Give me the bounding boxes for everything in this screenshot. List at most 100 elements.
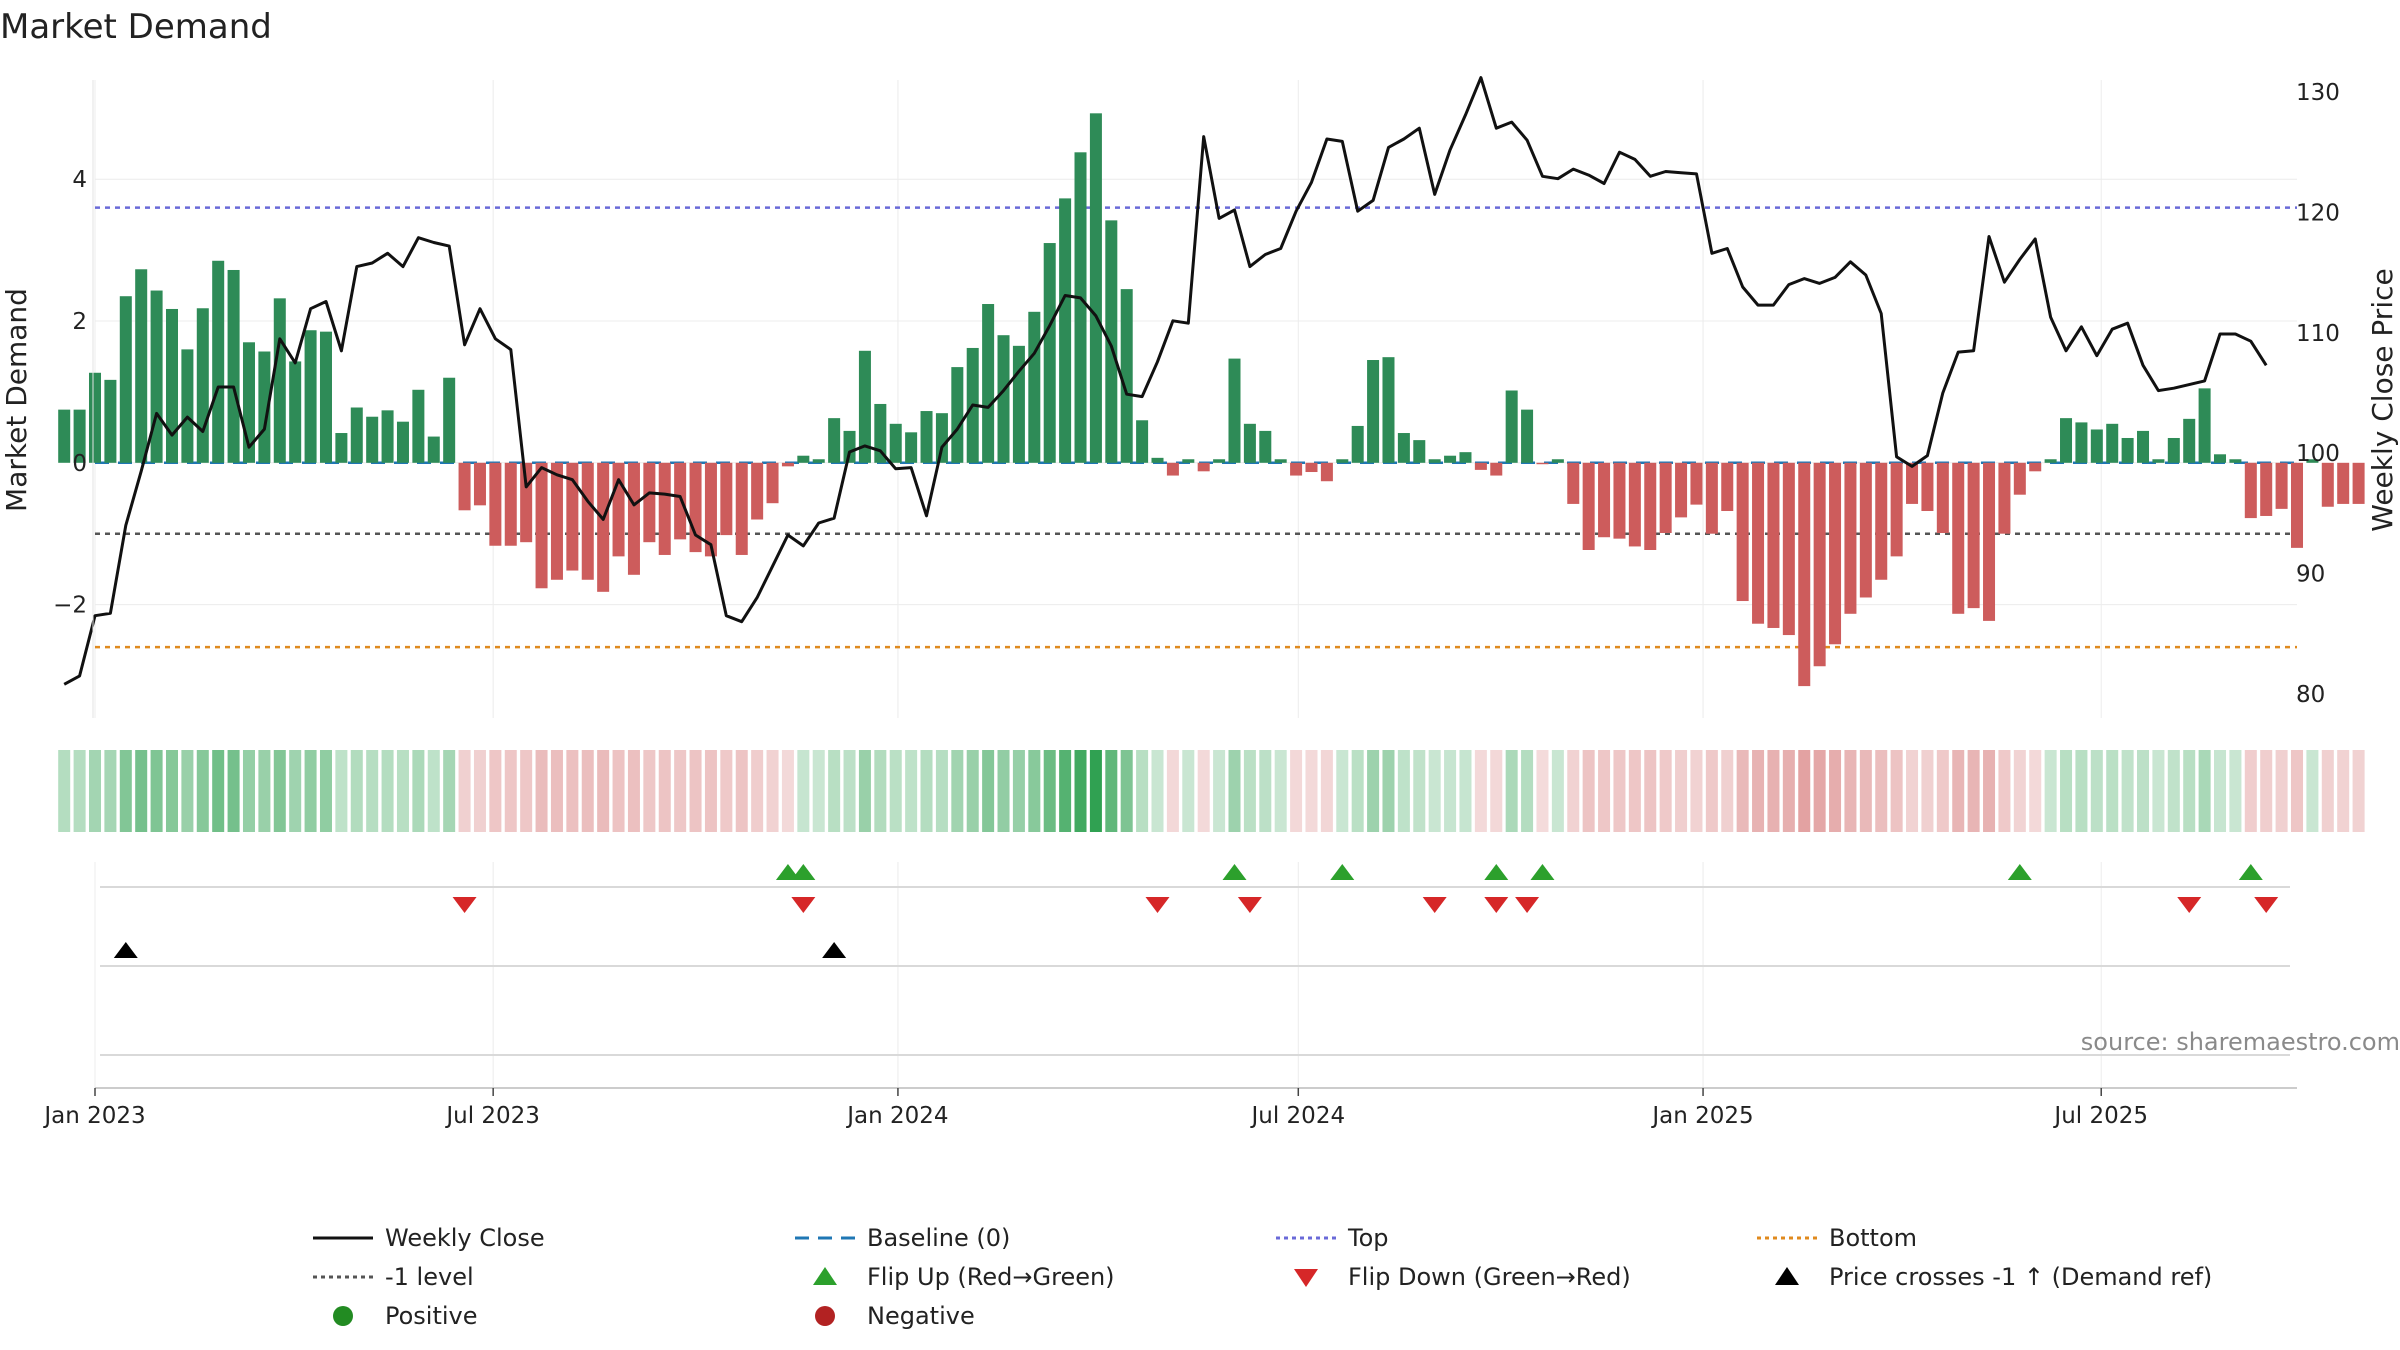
strip-cell bbox=[427, 750, 440, 832]
strip-cell bbox=[2152, 750, 2165, 832]
demand-bar bbox=[889, 423, 902, 463]
strip-cell bbox=[1243, 750, 1256, 832]
legend-swatch-dot bbox=[815, 1306, 835, 1326]
strip-cell bbox=[905, 750, 918, 832]
strip-cell bbox=[1382, 750, 1395, 832]
strip-cell bbox=[751, 750, 764, 832]
demand-bar bbox=[858, 350, 871, 463]
strip-cell bbox=[2337, 750, 2350, 832]
demand-bar bbox=[1921, 462, 1934, 512]
demand-bar bbox=[1305, 462, 1318, 473]
strip-cell bbox=[704, 750, 717, 832]
demand-bar bbox=[1197, 462, 1210, 472]
price-cross-marker bbox=[822, 942, 847, 958]
strip-cell bbox=[1228, 750, 1241, 832]
demand-bar bbox=[58, 409, 71, 463]
legend-label: Positive bbox=[385, 1302, 478, 1330]
demand-bar bbox=[1120, 289, 1133, 463]
strip-cell bbox=[843, 750, 856, 832]
demand-bar bbox=[427, 436, 440, 463]
demand-bar bbox=[1582, 462, 1595, 550]
demand-bars bbox=[58, 113, 2365, 687]
strip-cell bbox=[1182, 750, 1195, 832]
strip-cell bbox=[366, 750, 379, 832]
strip-cell bbox=[489, 750, 502, 832]
strip-cell bbox=[2229, 750, 2242, 832]
flip-marker-panel bbox=[100, 864, 2290, 913]
demand-bar bbox=[1628, 462, 1641, 547]
legend-item: Flip Down (Green→Red) bbox=[1294, 1263, 1631, 1291]
right-tick-label: 100 bbox=[2296, 441, 2340, 467]
flip-up-marker bbox=[1484, 864, 1509, 880]
demand-bar bbox=[2167, 437, 2180, 463]
flip-down-marker bbox=[1145, 897, 1170, 913]
strip-cell bbox=[1397, 750, 1410, 832]
flip-down-marker bbox=[1484, 897, 1509, 913]
legend-item: Top bbox=[1276, 1224, 1389, 1252]
strip-cell bbox=[889, 750, 902, 832]
left-tick-label: 4 bbox=[72, 167, 87, 193]
strip-cell bbox=[566, 750, 579, 832]
x-tick-label: Jul 2024 bbox=[1249, 1103, 1345, 1129]
demand-bar bbox=[2306, 459, 2319, 463]
strip-cell bbox=[689, 750, 702, 832]
demand-bar bbox=[289, 361, 302, 463]
demand-bar bbox=[1967, 462, 1980, 609]
strip-cell bbox=[1690, 750, 1703, 832]
demand-bar bbox=[997, 335, 1010, 463]
demand-bar bbox=[319, 331, 332, 463]
strip-cell bbox=[1613, 750, 1626, 832]
x-tick-label: Jan 2023 bbox=[42, 1103, 145, 1129]
demand-bar bbox=[1983, 462, 1996, 621]
right-axis: 80 90 100 110 120 130 bbox=[2296, 80, 2340, 708]
strip-cell bbox=[1628, 750, 1641, 832]
demand-bar bbox=[1074, 152, 1087, 463]
flip-up-marker bbox=[1330, 864, 1355, 880]
strip-cell bbox=[1166, 750, 1179, 832]
demand-bar bbox=[196, 308, 209, 463]
demand-bar bbox=[1906, 462, 1919, 504]
strip-cell bbox=[597, 750, 610, 832]
demand-bar bbox=[1490, 462, 1503, 476]
right-tick-label: 130 bbox=[2296, 80, 2340, 106]
strip-cell bbox=[1474, 750, 1487, 832]
strip-cell bbox=[2183, 750, 2196, 832]
strip-cell bbox=[335, 750, 348, 832]
weekly-close-line-layer bbox=[63, 76, 2268, 686]
strip-cell bbox=[2029, 750, 2042, 832]
demand-bar bbox=[504, 462, 517, 546]
strip-cell bbox=[1259, 750, 1272, 832]
strip-cell bbox=[2214, 750, 2227, 832]
x-tick-label: Jan 2025 bbox=[1650, 1103, 1753, 1129]
strip-cell bbox=[1367, 750, 1380, 832]
strip-cell bbox=[1936, 750, 1949, 832]
strip-cell bbox=[1105, 750, 1118, 832]
demand-bar bbox=[1413, 440, 1426, 463]
demand-bar bbox=[920, 411, 933, 463]
strip-cell bbox=[2306, 750, 2319, 832]
demand-bar bbox=[412, 389, 425, 463]
demand-bar bbox=[643, 462, 656, 543]
x-tick-label: Jul 2023 bbox=[444, 1103, 540, 1129]
demand-bar bbox=[1521, 409, 1534, 463]
strip-cell bbox=[1752, 750, 1765, 832]
demand-bar bbox=[273, 298, 286, 463]
strip-cell bbox=[181, 750, 194, 832]
flip-down-marker bbox=[791, 897, 816, 913]
strip-cell bbox=[858, 750, 871, 832]
strip-cell bbox=[735, 750, 748, 832]
demand-bar bbox=[1012, 345, 1025, 463]
legend: Weekly Close Baseline (0) Top Bottom -1 leve… bbox=[313, 1224, 2212, 1330]
strip-cell bbox=[396, 750, 409, 832]
demand-bar bbox=[674, 462, 687, 540]
strip-cell bbox=[1551, 750, 1564, 832]
demand-heat-strip bbox=[58, 750, 2365, 832]
demand-bar bbox=[1243, 423, 1256, 463]
demand-bar bbox=[597, 462, 610, 592]
demand-bar bbox=[1659, 462, 1672, 533]
legend-item: Weekly Close bbox=[313, 1224, 545, 1252]
demand-bar bbox=[1290, 462, 1303, 476]
demand-bar bbox=[227, 269, 240, 463]
flip-up-marker bbox=[1222, 864, 1247, 880]
